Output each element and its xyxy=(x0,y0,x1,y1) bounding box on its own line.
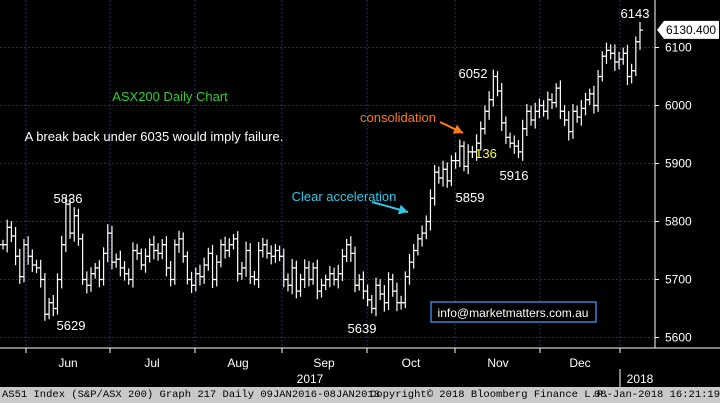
annotation-label: 5629 xyxy=(57,318,86,333)
footer-copyright: Copyright© 2018 Bloomberg Finance L.P. xyxy=(370,389,610,401)
last-value-label: 6130.400 xyxy=(666,23,716,37)
annotation-label: 6143 xyxy=(621,6,650,21)
email-text: info@marketmatters.com.au xyxy=(438,306,589,320)
bloomberg-footer: AS51 Index (S&P/ASX 200) Graph 217 Daily… xyxy=(0,387,720,403)
month-label: Dec xyxy=(569,356,590,370)
y-tick-label: 5600 xyxy=(665,331,692,345)
last-value-box xyxy=(657,20,719,39)
x-axis: Jun Jul Aug Sep Oct Nov Dec 2017 2018 xyxy=(0,347,720,387)
y-axis: 5600 5700 5800 5900 6000 6100 6130.400 xyxy=(654,0,719,348)
email-border xyxy=(430,301,597,323)
year-label: 2018 xyxy=(627,372,654,386)
y-tick-label: 6100 xyxy=(665,41,692,55)
y-tick-label: 5900 xyxy=(665,157,692,171)
gridlines xyxy=(0,0,720,387)
annotation-label: 5859 xyxy=(456,190,485,205)
annotation-label: 136 xyxy=(475,146,497,161)
acceleration-arrow xyxy=(371,201,409,215)
annotation-label: 5836 xyxy=(54,191,83,206)
month-label: Oct xyxy=(402,356,421,370)
y-tick-label: 5800 xyxy=(665,215,692,229)
email-box: info@marketmatters.com.au xyxy=(430,301,597,323)
chart-background xyxy=(0,0,720,387)
annotation-label: 6052 xyxy=(459,66,488,81)
footer-timestamp: 08-Jan-2018 16:21:19 xyxy=(594,389,720,401)
annotation-label: 5639 xyxy=(348,321,377,336)
consolidation-arrow xyxy=(439,121,464,134)
footer-left: AS51 Index (S&P/ASX 200) Graph 217 Daily… xyxy=(2,389,381,401)
arrow-head xyxy=(397,204,408,215)
month-label: Nov xyxy=(487,356,508,370)
annotation-label: 5916 xyxy=(500,168,529,183)
price-bars xyxy=(0,21,643,321)
annotation-label: Clear acceleration xyxy=(292,189,397,204)
annotations: 5836 5629 5639 5859 6052 5916 6143 136 consolida… xyxy=(25,6,650,336)
chart-title: ASX200 Daily Chart xyxy=(112,89,228,104)
ohlc-bar xyxy=(637,21,643,50)
month-label: Aug xyxy=(227,356,248,370)
arrow-head xyxy=(452,124,463,134)
month-label: Sep xyxy=(313,356,335,370)
year-label: 2017 xyxy=(297,372,324,386)
y-tick-label: 6000 xyxy=(665,99,692,113)
month-label: Jul xyxy=(144,356,159,370)
annotation-label: A break back under 6035 would imply fail… xyxy=(25,129,284,144)
month-label: Jun xyxy=(58,356,77,370)
annotation-label: consolidation xyxy=(360,110,436,125)
ohlc-chart: 5600 5700 5800 5900 6000 6100 6130.400 Jun Jul A… xyxy=(0,0,720,387)
y-tick-label: 5700 xyxy=(665,273,692,287)
